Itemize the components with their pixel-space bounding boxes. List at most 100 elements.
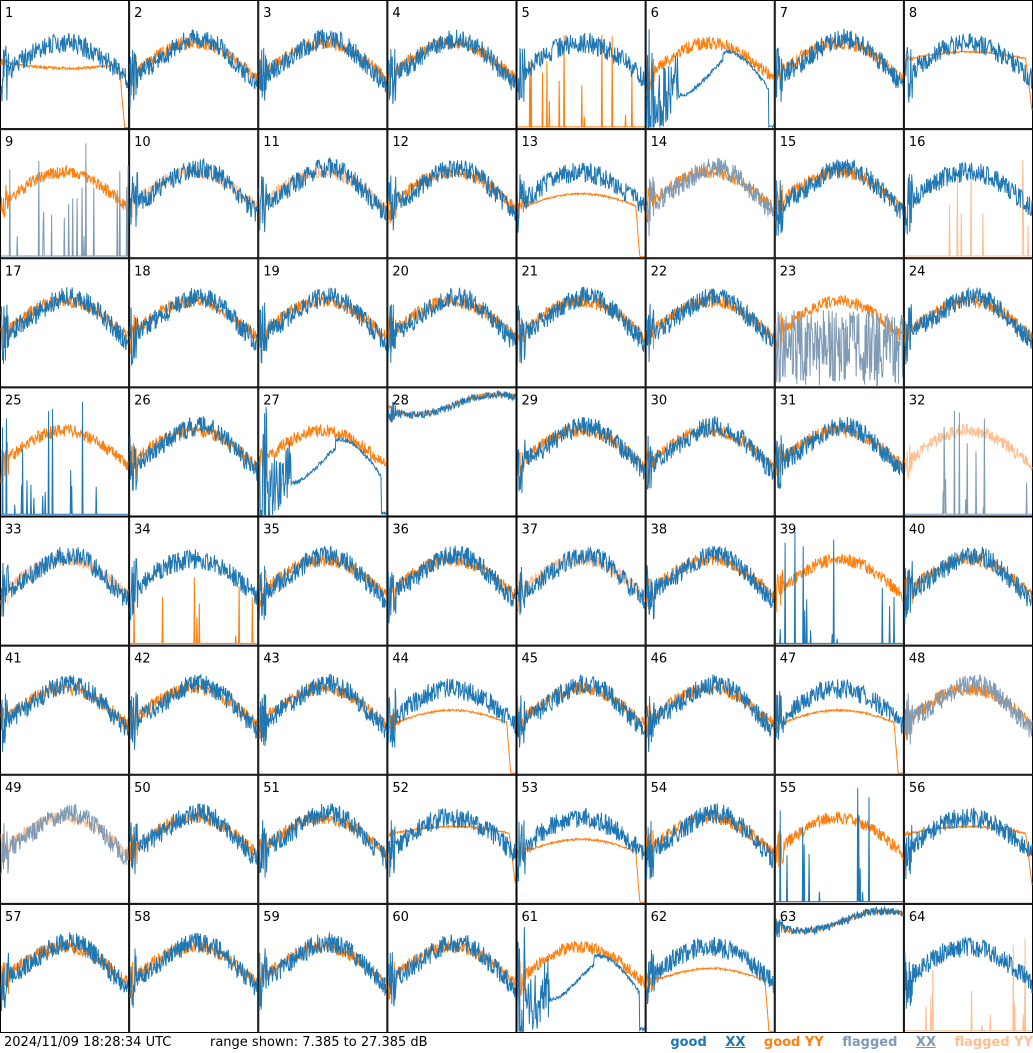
series-yy-panel-16	[904, 159, 1032, 257]
series-xx-panel-2	[129, 29, 258, 108]
panel-frame	[0, 0, 130, 130]
panel-label: 26	[134, 393, 151, 408]
panel-frame	[387, 0, 517, 130]
series-xx-panel-43	[258, 673, 387, 747]
panel-label: 55	[780, 781, 797, 796]
panel-28: 28	[387, 387, 517, 517]
panel-25: 25	[0, 387, 130, 517]
series-yy-panel-5	[517, 34, 645, 128]
series-xx-panel-3	[258, 29, 387, 101]
panel-frame	[516, 903, 646, 1033]
panel-label: 57	[5, 910, 22, 925]
series-xx-panel-25	[1, 401, 129, 515]
series-xx-panel-5	[517, 32, 646, 102]
panel-frame	[387, 645, 517, 775]
panel-frame	[516, 645, 646, 775]
panel-label: 1	[5, 6, 13, 21]
panel-59: 59	[258, 903, 388, 1033]
series-xx-panel-47	[775, 679, 904, 740]
panel-frame	[0, 129, 130, 259]
panel-frame	[258, 258, 388, 388]
panel-frame	[774, 516, 904, 646]
panel-label: 42	[134, 652, 151, 667]
panel-64: 64	[903, 903, 1033, 1033]
panel-43: 43	[258, 645, 388, 775]
panel-frame	[516, 0, 646, 130]
panel-label: 32	[909, 393, 926, 408]
panel-frame	[774, 129, 904, 259]
panel-label: 37	[522, 523, 539, 538]
panel-11: 11	[258, 129, 388, 259]
panel-19: 19	[258, 258, 388, 388]
series-xx-panel-13	[517, 162, 646, 233]
panel-9: 9	[0, 129, 130, 259]
panel-20: 20	[387, 258, 517, 388]
panel-label: 24	[909, 264, 926, 279]
panel-frame	[0, 903, 130, 1033]
panel-label: 2	[134, 6, 142, 21]
panel-37: 37	[516, 516, 646, 646]
panel-label: 52	[392, 781, 409, 796]
panel-56: 56	[903, 774, 1033, 904]
panel-14: 14	[645, 129, 775, 259]
series-xx-panel-61	[517, 927, 646, 1032]
panel-36: 36	[387, 516, 517, 646]
panel-frame	[258, 774, 388, 904]
panel-frame	[129, 774, 259, 904]
panel-17: 17	[0, 258, 130, 388]
panel-frame	[516, 516, 646, 646]
panel-label: 64	[909, 910, 926, 925]
panel-label: 40	[909, 523, 926, 538]
panel-label: 7	[780, 6, 788, 21]
panel-label: 51	[263, 781, 280, 796]
panel-2: 2	[129, 0, 259, 130]
panel-8: 8	[903, 0, 1033, 130]
panel-frame	[645, 516, 775, 646]
panel-33: 33	[0, 516, 130, 646]
panel-3: 3	[258, 0, 388, 130]
panel-frame	[387, 903, 517, 1033]
panel-52: 52	[387, 774, 517, 904]
panel-label: 48	[909, 652, 926, 667]
series-xx-panel-16	[904, 161, 1033, 235]
series-xx-panel-57	[0, 932, 129, 1011]
series-yy-panel-55	[775, 810, 904, 868]
panel-label: 46	[651, 652, 668, 667]
panel-21: 21	[516, 258, 646, 388]
panel-frame	[387, 516, 517, 646]
panel-frame	[774, 774, 904, 904]
series-yy-panel-47	[775, 708, 903, 774]
panel-24: 24	[903, 258, 1033, 388]
series-xx-panel-36	[387, 545, 516, 624]
panel-label: 12	[392, 135, 409, 150]
panel-frame	[129, 516, 259, 646]
panel-label: 33	[5, 523, 22, 538]
series-xx-panel-41	[0, 675, 129, 752]
panel-35: 35	[258, 516, 388, 646]
panel-label: 41	[5, 652, 22, 667]
panel-label: 54	[651, 781, 668, 796]
panel-label: 47	[780, 652, 797, 667]
panel-5: 5	[516, 0, 646, 130]
panel-frame	[774, 903, 904, 1033]
panel-label: 15	[780, 135, 797, 150]
panel-frame	[774, 258, 904, 388]
series-xx-panel-10	[129, 158, 258, 227]
series-xx-panel-60	[387, 934, 516, 1007]
panel-label: 61	[522, 910, 539, 925]
series-yy-panel-20	[387, 294, 516, 353]
panel-label: 58	[134, 910, 151, 925]
series-xx-panel-33	[0, 547, 129, 617]
panel-32: 32	[903, 387, 1033, 517]
series-yy-panel-27	[258, 424, 387, 478]
series-xx-panel-22	[646, 288, 775, 363]
panel-15: 15	[774, 129, 904, 259]
series-yy-panel-19	[258, 295, 387, 350]
panel-label: 30	[651, 393, 668, 408]
series-xx-panel-64	[904, 936, 1033, 1009]
panel-29: 29	[516, 387, 646, 517]
panel-frame	[0, 774, 130, 904]
footer: 2024/11/09 18:28:34 UTC range shown: 7.3…	[0, 1033, 1033, 1053]
panel-45: 45	[516, 645, 646, 775]
series-yy-panel-25	[0, 424, 129, 484]
